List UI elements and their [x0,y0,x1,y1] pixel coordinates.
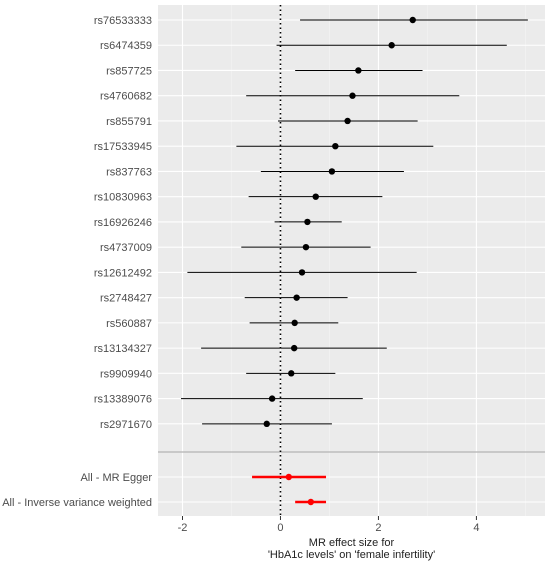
x-axis-title-line-2: 'HbA1c levels' on 'female infertility' [268,549,435,561]
snp-label: rs560887 [106,318,152,330]
snp-point [302,243,310,251]
snp-point [291,319,298,327]
x-tick-label: 4 [473,522,479,534]
snp-point [328,168,336,175]
snp-point [355,67,362,74]
x-tick-label: 2 [375,522,381,534]
plot-panel [158,5,545,516]
snp-label: rs16926246 [94,217,152,229]
snp-point [288,370,295,377]
summary-point [307,498,315,506]
snp-label: rs4760682 [100,91,152,103]
snp-label: rs837763 [106,166,152,178]
snp-point [290,344,298,352]
snp-point [298,269,306,276]
snp-label: rs2971670 [100,419,152,431]
snp-label: rs6474359 [100,40,152,52]
snp-point [304,218,311,226]
snp-point [388,42,395,49]
summary-label: All - Inverse variance weighted [2,497,152,509]
y-tick-labels: rs76533333 rs6474359 rs857725 rs4760682 rs85… [2,15,152,509]
snp-label: rs4737009 [100,242,152,254]
estimates [181,16,528,506]
x-tick-label: 0 [277,522,283,534]
snp-label: rs2748427 [100,293,152,305]
snp-point [268,395,276,402]
summary-label: All - MR Egger [80,472,152,484]
snp-label: rs855791 [106,116,152,128]
snp-label: rs12612492 [94,267,152,279]
snp-label: rs857725 [106,65,152,77]
snp-point [409,16,416,24]
snp-point [263,420,270,428]
summary-point [285,473,292,481]
snp-label: rs13134327 [94,343,152,355]
x-axis-title-line-1: MR effect size for [309,537,395,549]
snp-label: rs9909940 [100,368,152,380]
snp-point [332,143,339,150]
snp-point [344,117,351,125]
snp-label: rs76533333 [94,15,152,27]
snp-label: rs17533945 [94,141,152,153]
x-axis-ticks: -2 0 2 4 [178,516,479,534]
snp-label: rs10830963 [94,192,152,204]
snp-point [312,193,319,200]
x-tick-label: -2 [178,522,188,534]
snp-label: rs13389076 [94,394,152,406]
snp-point [349,92,356,99]
snp-point [293,294,300,301]
